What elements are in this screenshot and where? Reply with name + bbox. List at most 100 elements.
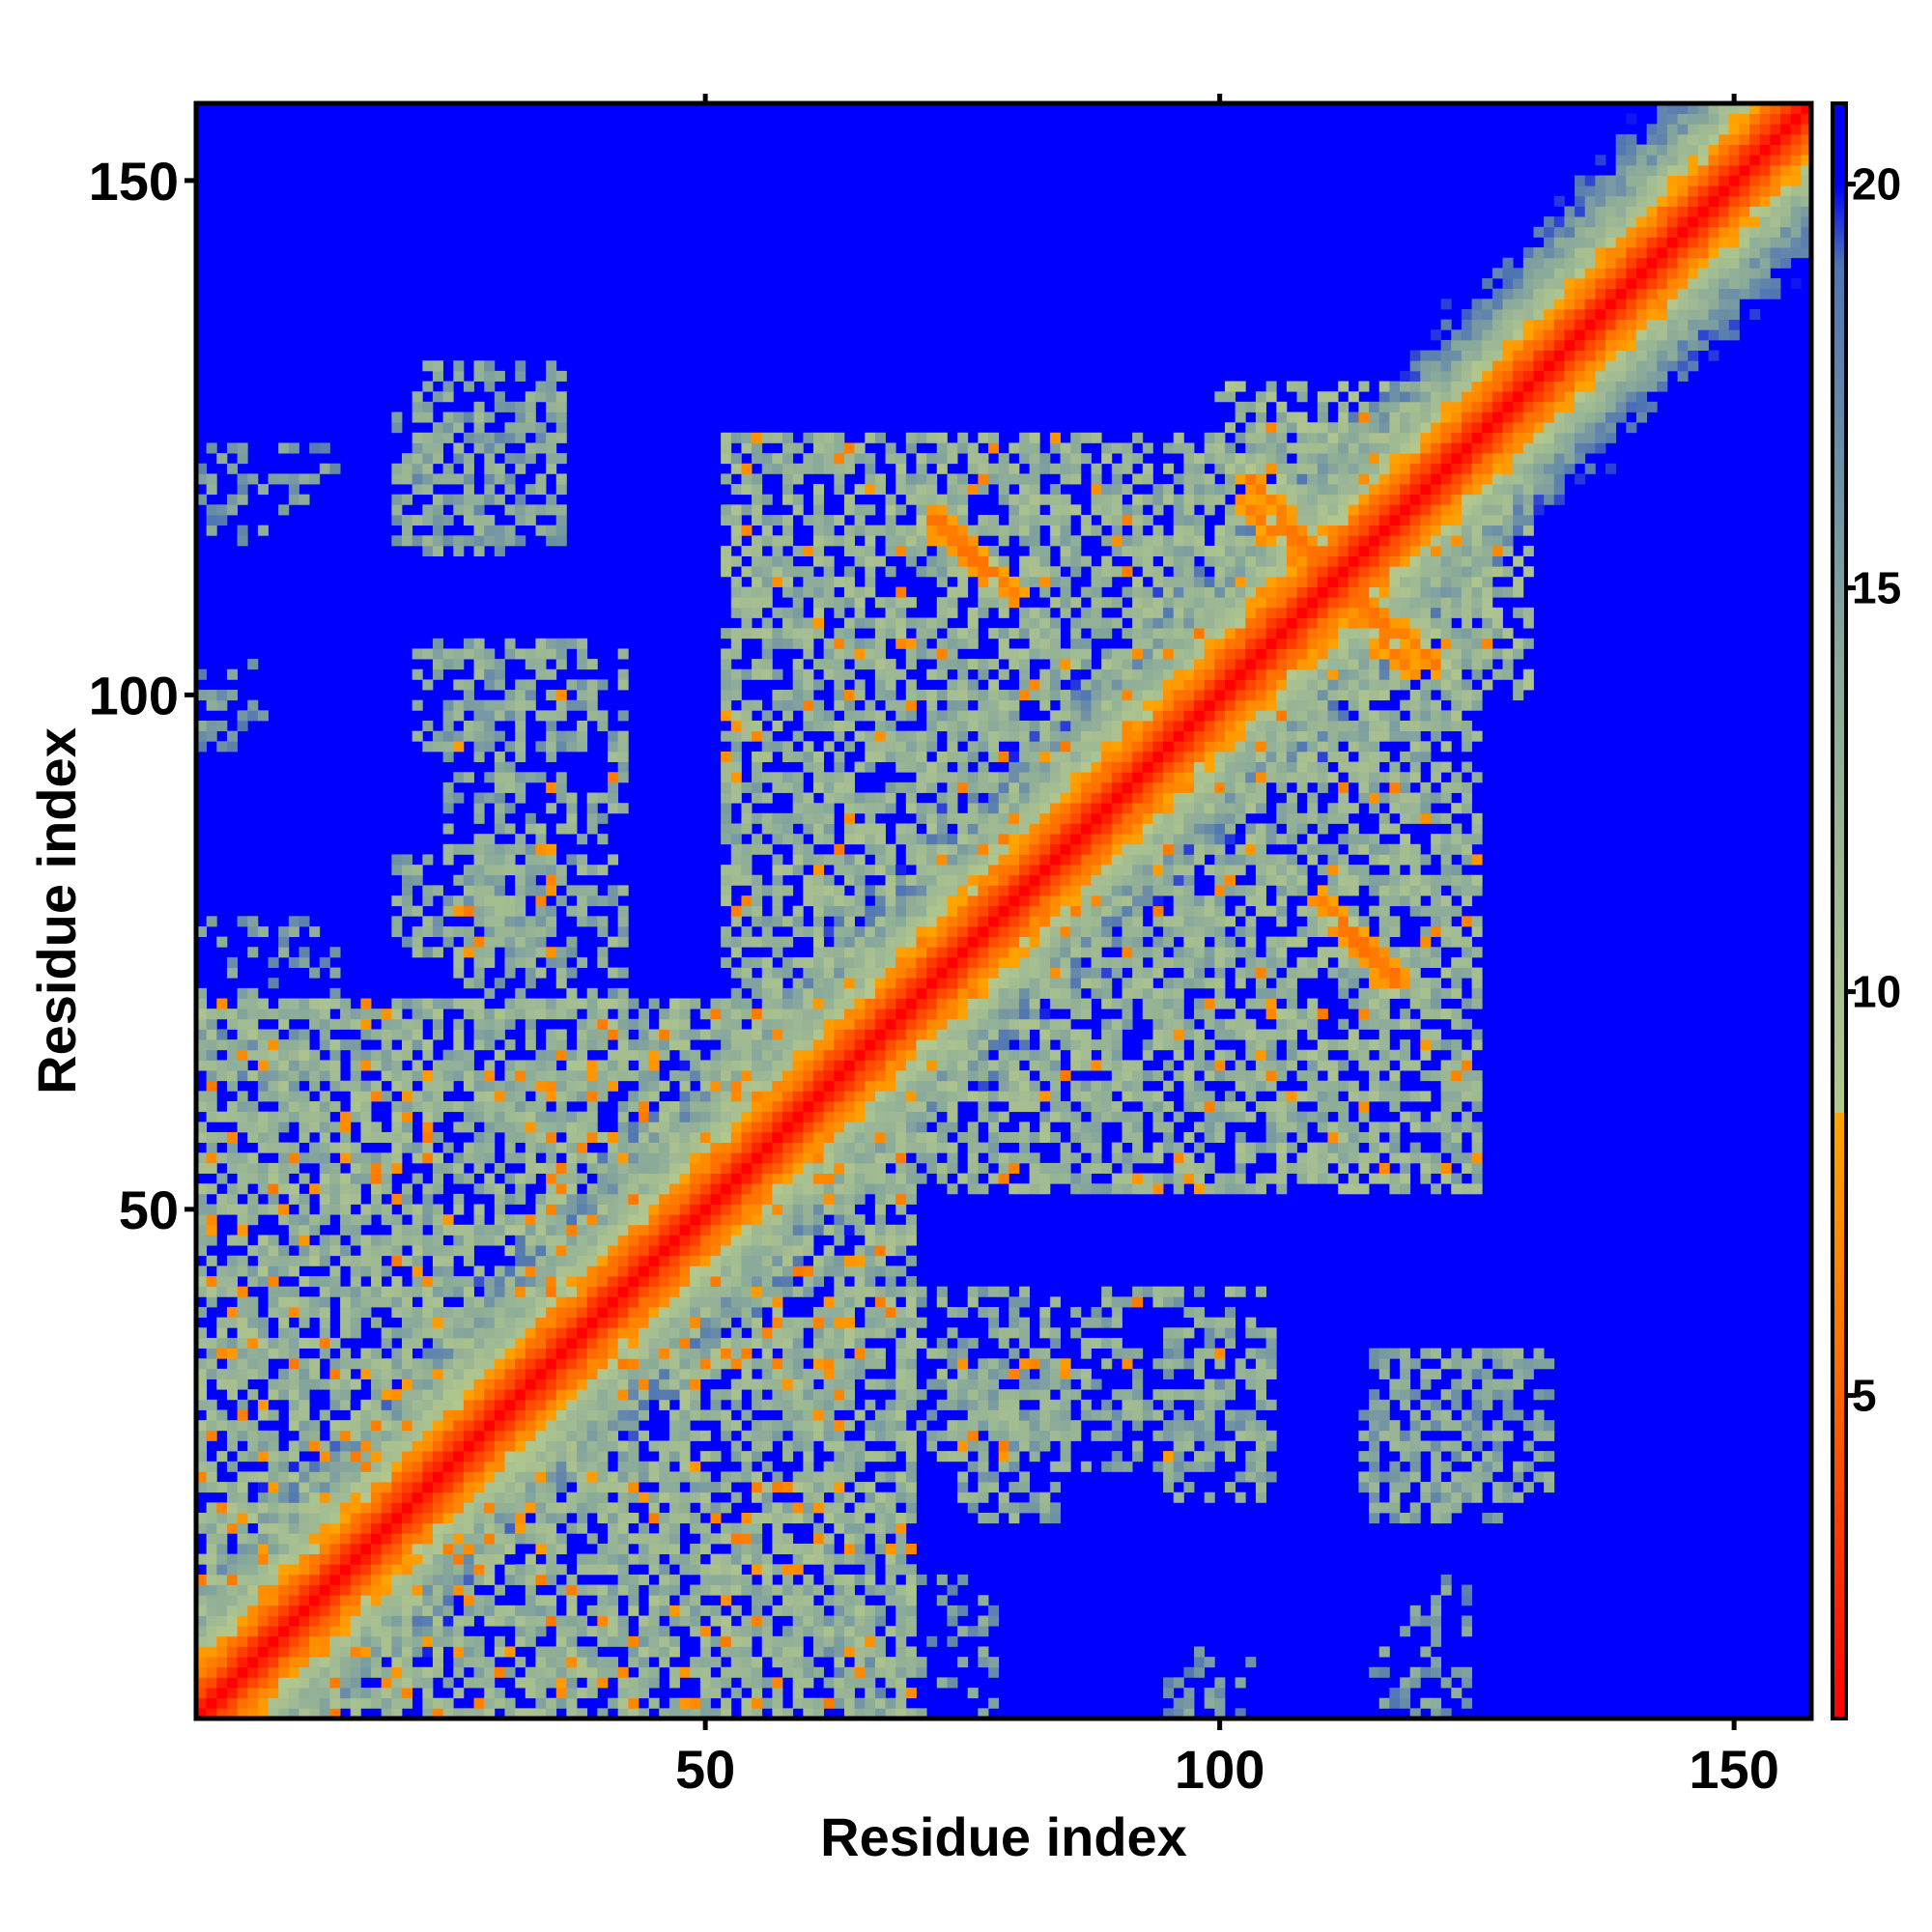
heatmap-cell (432, 1646, 443, 1658)
heatmap-cell (854, 1543, 866, 1555)
heatmap-cell (515, 504, 526, 516)
heatmap-cell (843, 463, 855, 474)
heatmap-cell (515, 1378, 526, 1390)
heatmap-cell (494, 1265, 505, 1277)
heatmap-cell (668, 1286, 680, 1297)
heatmap-cell (504, 1337, 516, 1350)
heatmap-cell (834, 1265, 845, 1277)
heatmap-cell (340, 1461, 352, 1472)
heatmap-cell (721, 1009, 732, 1020)
heatmap-cell (504, 1152, 516, 1164)
heatmap-cell (535, 1595, 547, 1606)
heatmap-cell (834, 1626, 845, 1637)
heatmap-cell (843, 947, 855, 958)
heatmap-cell (350, 1482, 361, 1493)
heatmap-cell (288, 1543, 299, 1555)
heatmap-cell (391, 1522, 403, 1534)
heatmap-cell (772, 998, 783, 1009)
heatmap-cell (473, 412, 485, 423)
heatmap-cell (494, 370, 505, 382)
heatmap-cell (823, 463, 835, 474)
heatmap-cell (607, 1049, 619, 1061)
heatmap-cell (752, 1122, 763, 1133)
heatmap-cell (834, 1378, 845, 1390)
heatmap-cell (381, 1070, 392, 1082)
heatmap-cell (577, 659, 588, 670)
heatmap-cell (494, 1646, 505, 1658)
heatmap-cell (772, 535, 783, 547)
heatmap-cell (442, 792, 454, 804)
heatmap-cell (268, 1131, 279, 1144)
heatmap-cell (360, 1368, 372, 1379)
heatmap-cell (566, 1255, 578, 1266)
heatmap-cell (854, 925, 866, 938)
heatmap-cell (515, 741, 526, 753)
heatmap-cell (668, 1214, 680, 1226)
heatmap-cell (463, 1564, 474, 1576)
heatmap-cell (668, 1173, 680, 1184)
heatmap-cell (432, 1409, 443, 1421)
heatmap-cell (854, 1101, 866, 1113)
heatmap-cell (196, 1553, 208, 1565)
heatmap-cell (391, 1389, 403, 1401)
heatmap-cell (752, 751, 763, 762)
heatmap-cell (823, 1152, 835, 1164)
heatmap-cell (782, 751, 794, 762)
heatmap-cell (761, 925, 773, 938)
heatmap-cell (473, 699, 485, 711)
heatmap-cell (360, 1451, 372, 1463)
heatmap-cell (792, 1327, 804, 1339)
heatmap-cell (854, 690, 866, 701)
heatmap-cell (319, 1574, 330, 1585)
heatmap-cell (812, 1492, 825, 1503)
heatmap-cell (473, 741, 485, 753)
heatmap-cell (463, 1646, 474, 1658)
heatmap-cell (628, 1255, 639, 1266)
heatmap-cell (834, 936, 845, 948)
heatmap-cell (710, 1265, 722, 1277)
heatmap-cell (865, 1142, 876, 1153)
heatmap-cell (607, 1635, 619, 1647)
heatmap-cell (659, 1152, 670, 1164)
heatmap-cell (206, 442, 217, 454)
heatmap-cell (659, 1584, 670, 1596)
heatmap-cell (247, 1595, 259, 1606)
heatmap-cell (597, 925, 609, 938)
heatmap-cell (586, 1255, 598, 1266)
heatmap-cell (803, 1162, 814, 1174)
heatmap-cell (607, 1358, 619, 1370)
heatmap-cell (391, 1564, 403, 1576)
heatmap-cell (381, 1635, 392, 1647)
heatmap-cell (607, 895, 619, 907)
heatmap-cell (772, 781, 783, 793)
heatmap-cell (617, 1543, 629, 1555)
heatmap-cell (319, 1522, 330, 1534)
heatmap-cell (586, 1430, 598, 1441)
heatmap-cell (772, 1111, 783, 1122)
heatmap-cell (792, 751, 804, 762)
heatmap-cell (442, 1626, 454, 1637)
heatmap-cell (607, 1409, 619, 1421)
heatmap-cell (782, 514, 794, 526)
heatmap-cell (381, 1461, 392, 1472)
heatmap-cell (730, 432, 742, 443)
heatmap-cell (843, 1378, 855, 1390)
heatmap-cell (761, 1635, 773, 1647)
heatmap-cell (823, 1091, 835, 1102)
heatmap-cell (782, 1409, 794, 1421)
heatmap-cell (504, 1522, 516, 1534)
heatmap-cell (555, 772, 567, 783)
heatmap-cell (782, 781, 794, 793)
heatmap-cell (854, 1255, 866, 1266)
heatmap-cell (823, 659, 835, 670)
heatmap-cell (730, 792, 742, 804)
heatmap-cell (803, 751, 814, 762)
heatmap-cell (371, 1513, 383, 1524)
heatmap-cell (741, 956, 753, 968)
heatmap-cell (823, 1409, 835, 1421)
heatmap-cell (257, 1482, 269, 1493)
heatmap-cell (812, 1399, 825, 1410)
heatmap-cell (772, 1543, 783, 1555)
heatmap-cell (546, 1522, 557, 1534)
heatmap-cell (761, 1101, 773, 1113)
